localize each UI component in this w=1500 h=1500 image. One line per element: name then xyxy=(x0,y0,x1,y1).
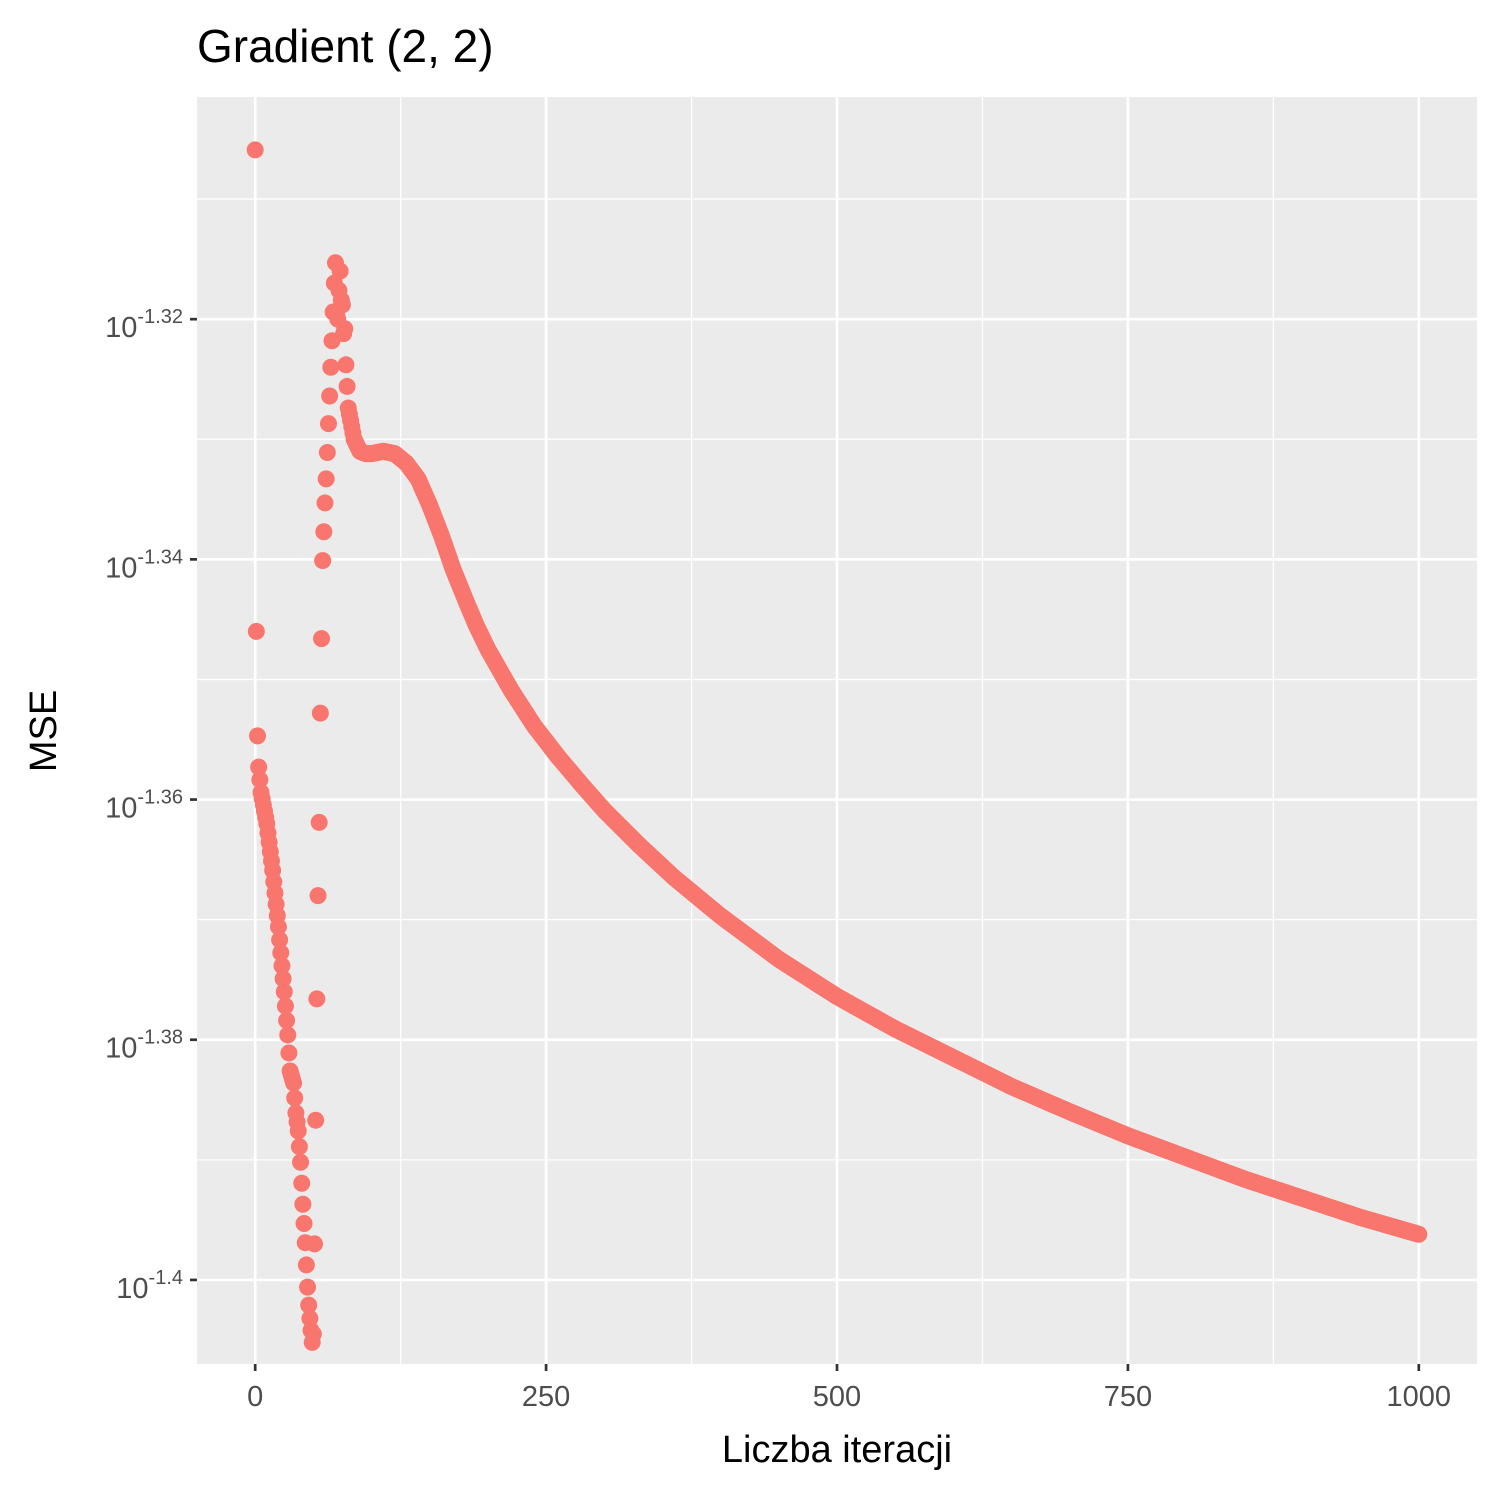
data-point xyxy=(280,1044,298,1062)
data-point xyxy=(289,1122,307,1140)
data-point xyxy=(309,887,327,905)
data-point xyxy=(331,262,349,280)
y-axis-title: MSE xyxy=(23,690,65,772)
data-point xyxy=(317,470,335,488)
data-point xyxy=(321,387,339,405)
data-point xyxy=(249,727,267,745)
data-point xyxy=(285,1074,303,1092)
data-point xyxy=(336,320,354,338)
x-tick-labels: 0 250 500 750 1000 xyxy=(247,1381,1451,1413)
data-point xyxy=(276,997,294,1015)
data-point xyxy=(250,758,268,776)
x-tick-label: 1000 xyxy=(1387,1381,1452,1413)
y-tick-label: 10-1.36 xyxy=(105,787,183,825)
data-point xyxy=(315,523,333,541)
data-point xyxy=(304,1325,322,1343)
data-point xyxy=(269,918,287,936)
data-point xyxy=(271,931,289,949)
y-tick-label: 10-1.34 xyxy=(105,546,183,584)
data-point xyxy=(293,1174,311,1192)
data-point xyxy=(272,944,290,962)
data-point xyxy=(292,1153,310,1171)
data-point xyxy=(306,1235,324,1253)
y-tick-labels: 10-1.32 10-1.34 10-1.36 10-1.38 10-1.4 xyxy=(105,306,183,1305)
data-point xyxy=(290,1138,308,1156)
data-point xyxy=(318,443,336,461)
data-point xyxy=(333,296,351,314)
data-point xyxy=(308,990,326,1008)
data-points xyxy=(246,141,1428,1351)
data-point xyxy=(299,1278,317,1296)
data-point xyxy=(278,1012,296,1030)
data-point xyxy=(275,983,293,1001)
data-point xyxy=(279,1026,297,1044)
data-point xyxy=(274,970,292,988)
y-tick-label: 10-1.38 xyxy=(105,1027,183,1065)
data-point xyxy=(247,622,265,640)
data-point xyxy=(311,704,329,722)
data-point xyxy=(295,1214,313,1232)
data-point xyxy=(246,141,264,159)
x-tick-label: 750 xyxy=(1104,1381,1152,1413)
chart-title: Gradient (2, 2) xyxy=(197,20,494,72)
y-tick-label: 10-1.4 xyxy=(116,1267,183,1305)
data-point xyxy=(300,1296,318,1314)
x-tick-label: 500 xyxy=(813,1381,861,1413)
data-point xyxy=(316,494,334,512)
data-point xyxy=(337,356,355,374)
axis-ticks xyxy=(190,317,1421,1371)
data-point xyxy=(319,415,337,433)
data-point xyxy=(314,552,332,570)
data-point xyxy=(1410,1225,1428,1243)
data-point xyxy=(307,1111,325,1129)
y-tick-label: 10-1.32 xyxy=(105,306,183,344)
data-point xyxy=(251,771,269,789)
x-tick-label: 0 xyxy=(247,1381,263,1413)
data-point xyxy=(310,813,328,831)
data-point xyxy=(273,957,291,975)
data-point xyxy=(294,1195,312,1213)
data-point xyxy=(286,1089,304,1107)
data-point xyxy=(338,377,356,395)
x-axis-title: Liczba iteracji xyxy=(722,1429,952,1471)
data-point xyxy=(297,1256,315,1274)
data-point xyxy=(322,358,340,376)
data-point xyxy=(313,630,331,648)
x-tick-label: 250 xyxy=(522,1381,570,1413)
